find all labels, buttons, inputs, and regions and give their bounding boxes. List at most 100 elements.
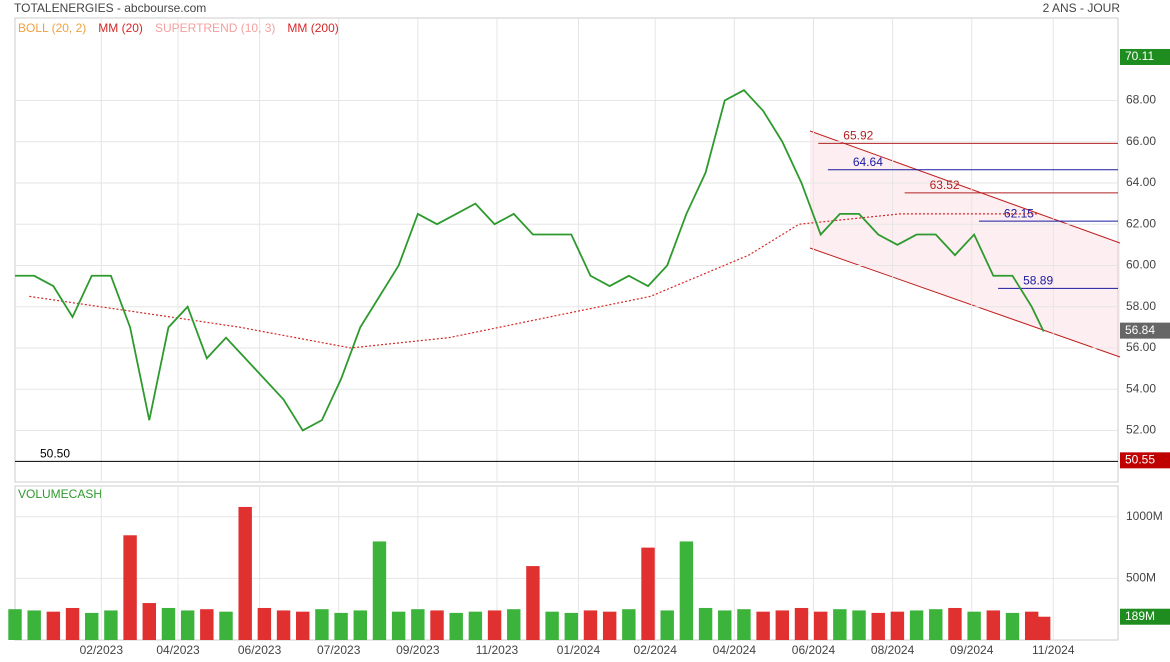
- volume-bar: [315, 609, 329, 640]
- price-box-label: 56.84: [1125, 323, 1155, 337]
- level-label: 64.64: [853, 155, 883, 169]
- volume-bar: [948, 607, 962, 640]
- volume-bar: [775, 610, 790, 640]
- volume-bar: [449, 612, 463, 640]
- volume-bar: [698, 607, 713, 640]
- volume-bar: [852, 610, 866, 640]
- volume-bar: [641, 547, 655, 640]
- volume-bar: [756, 611, 770, 640]
- y-tick-label: 66.00: [1126, 134, 1156, 148]
- volume-bar: [257, 607, 272, 640]
- volume-bar: [564, 612, 579, 640]
- price-box-label: 70.11: [1125, 49, 1154, 63]
- volume-bar: [296, 611, 310, 640]
- volume-bar: [737, 609, 751, 640]
- y-tick-label: 52.00: [1126, 423, 1156, 437]
- volume-bar: [929, 609, 943, 640]
- volume-bar: [468, 611, 483, 640]
- x-tick-label: 09/2023: [396, 643, 440, 657]
- volume-bar: [372, 541, 387, 640]
- x-tick-label: 04/2024: [713, 643, 757, 657]
- volume-bar: [276, 610, 291, 640]
- volume-bar: [353, 610, 368, 640]
- volume-bar: [1036, 616, 1051, 640]
- volume-bar: [1024, 611, 1039, 640]
- volume-bar: [104, 610, 118, 640]
- level-label: 50.50: [40, 447, 70, 461]
- legend-entry: BOLL (20, 2): [18, 21, 86, 35]
- volume-bar: [967, 611, 981, 640]
- volume-title: VOLUMECASH: [18, 487, 102, 501]
- y-tick-label: 54.00: [1126, 381, 1156, 395]
- volume-bar: [1005, 612, 1020, 640]
- volume-bar: [909, 610, 924, 640]
- x-tick-label: 01/2024: [557, 643, 601, 657]
- volume-bar: [85, 612, 99, 640]
- y-tick-label: 1000M: [1126, 509, 1163, 523]
- x-tick-label: 06/2023: [238, 643, 282, 657]
- legend-entry: MM (20): [98, 21, 143, 35]
- price-line: [15, 89, 1045, 432]
- volume-bar: [794, 607, 809, 640]
- level-label: 62.15: [1004, 206, 1034, 220]
- volume-bar: [660, 610, 674, 640]
- volume-box: [1120, 608, 1170, 625]
- volume-bar: [545, 611, 559, 640]
- volume-bar: [238, 506, 252, 640]
- volume-bar: [813, 611, 828, 640]
- volume-bar: [65, 607, 80, 640]
- price-box: [1120, 322, 1170, 339]
- x-tick-label: 02/2023: [80, 643, 124, 657]
- volume-bar: [161, 607, 176, 640]
- volume-bar: [200, 609, 214, 640]
- price-box: [1120, 48, 1170, 65]
- y-tick-label: 58.00: [1126, 299, 1156, 313]
- y-tick-label: 68.00: [1126, 93, 1156, 107]
- volume-bar: [411, 609, 425, 640]
- level-label: 58.89: [1023, 274, 1053, 288]
- price-box: [1120, 452, 1170, 469]
- volume-bar: [391, 611, 406, 640]
- volume-bar: [123, 535, 137, 640]
- volume-bar: [602, 611, 617, 640]
- volume-bar: [583, 610, 598, 640]
- level-label: 63.52: [930, 178, 960, 192]
- volume-bar: [219, 611, 233, 640]
- y-tick-label: 500M: [1126, 571, 1156, 585]
- volume-bar: [8, 609, 22, 640]
- x-tick-label: 06/2024: [792, 643, 836, 657]
- y-tick-label: 62.00: [1126, 216, 1156, 230]
- volume-bar: [679, 541, 694, 640]
- volume-bar: [986, 610, 1001, 640]
- x-tick-label: 08/2024: [871, 643, 915, 657]
- x-tick-label: 09/2024: [950, 643, 994, 657]
- legend-entry: MM (200): [287, 21, 338, 35]
- price-frame: [14, 17, 1119, 483]
- volume-bar: [487, 610, 502, 640]
- volume-bar: [526, 566, 540, 640]
- volume-bar: [430, 610, 444, 640]
- legend-entry: SUPERTREND (10, 3): [155, 21, 275, 35]
- volume-bar: [890, 611, 905, 640]
- x-tick-label: 04/2023: [156, 643, 200, 657]
- volume-bar: [27, 610, 41, 640]
- volume-bar: [180, 610, 195, 640]
- volume-bar: [833, 609, 847, 640]
- price-box-label: 50.55: [1125, 453, 1155, 467]
- x-tick-label: 11/2023: [476, 643, 519, 657]
- volume-bar: [507, 609, 521, 640]
- title: TOTALENERGIES - abcbourse.com: [14, 1, 206, 15]
- subtitle: 2 ANS - JOUR: [1043, 1, 1121, 15]
- volume-bar: [46, 611, 61, 640]
- volume-bar: [718, 610, 732, 640]
- volume-bar: [142, 603, 156, 640]
- x-tick-label: 11/2024: [1032, 643, 1075, 657]
- level-label: 65.92: [843, 129, 873, 143]
- y-tick-label: 56.00: [1126, 340, 1156, 354]
- x-tick-label: 07/2023: [317, 643, 361, 657]
- volume-bar: [334, 612, 348, 640]
- y-tick-label: 60.00: [1126, 258, 1156, 272]
- channel-bottom: [809, 247, 1121, 358]
- volume-box-label: 189M: [1125, 609, 1155, 623]
